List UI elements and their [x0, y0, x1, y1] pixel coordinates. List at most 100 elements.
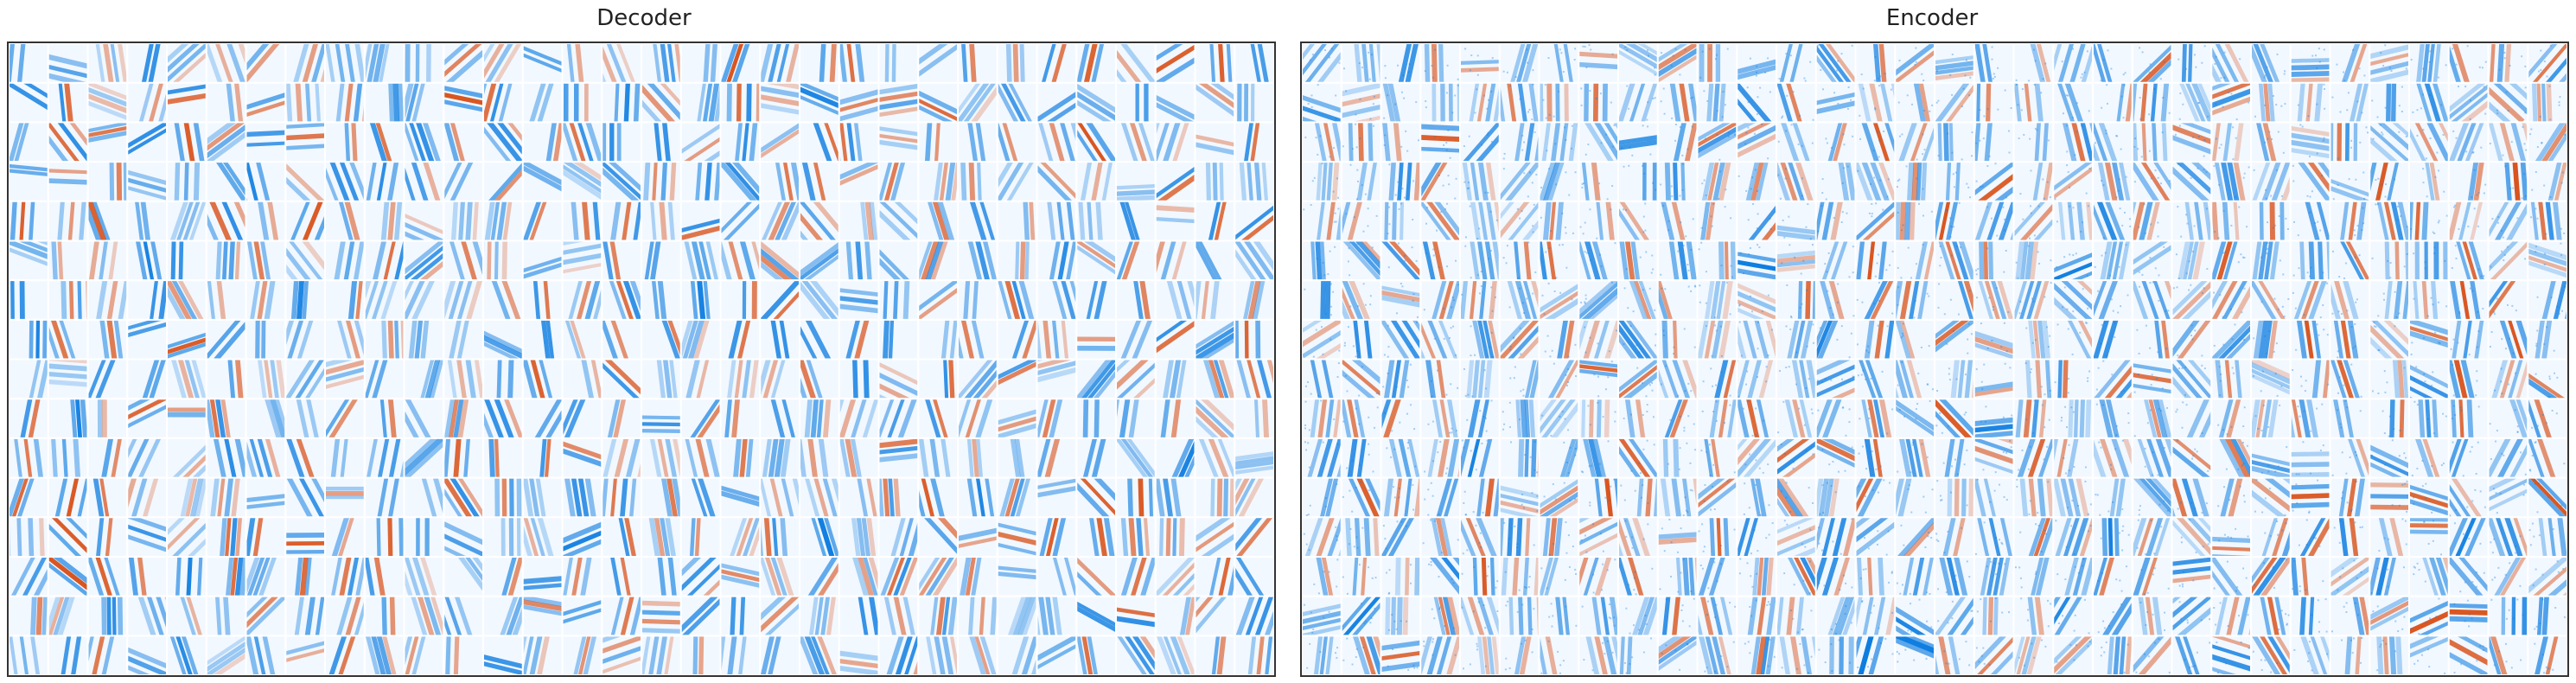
filter-tile: [1077, 518, 1115, 556]
filter-tile: [761, 518, 799, 556]
filter-tile: [2331, 83, 2369, 122]
filter-tile: [800, 636, 838, 674]
filter-tile: [1235, 123, 1273, 162]
filter-tile: [1117, 636, 1155, 674]
filter-tile: [1037, 241, 1076, 280]
filter-tile: [2291, 163, 2330, 201]
filter-tile: [444, 636, 482, 674]
filter-tile: [839, 281, 878, 319]
filter-tile: [1738, 320, 1776, 359]
filter-tile: [721, 241, 760, 280]
filter-tile: [2094, 201, 2132, 240]
filter-tile: [919, 518, 957, 556]
filter-tile: [1381, 636, 1420, 674]
filter-tile: [2331, 320, 2369, 359]
filter-tile: [839, 320, 878, 359]
filter-tile: [1381, 360, 1420, 399]
filter-tile: [642, 597, 680, 635]
filter-tile: [1381, 320, 1420, 359]
filter-tile: [326, 44, 364, 82]
filter-tile: [1421, 478, 1459, 517]
filter-tile: [1500, 241, 1539, 280]
filter-tile: [1540, 241, 1578, 280]
filter-tile: [48, 399, 87, 437]
filter-tile: [1303, 320, 1341, 359]
filter-tile: [642, 438, 680, 477]
filter-tile: [1579, 281, 1617, 319]
filter-tile: [1037, 83, 1076, 122]
filter-tile: [603, 241, 641, 280]
filter-tile: [484, 163, 522, 201]
filter-tile: [1619, 518, 1657, 556]
filter-tile: [1658, 163, 1697, 201]
filter-tile: [1698, 320, 1737, 359]
filter-tile: [1303, 518, 1341, 556]
filter-tile: [1342, 44, 1380, 82]
filter-tile: [523, 320, 562, 359]
filter-tile: [1619, 636, 1657, 674]
filter-tile: [2489, 83, 2528, 122]
filter-tile: [405, 636, 443, 674]
filter-tile: [405, 201, 443, 240]
filter-tile: [2252, 399, 2290, 437]
filter-tile: [1619, 320, 1657, 359]
filter-tile: [1619, 399, 1657, 437]
filter-tile: [1461, 123, 1499, 162]
filter-tile: [1461, 320, 1499, 359]
filter-tile: [919, 163, 957, 201]
filter-tile: [1037, 557, 1076, 596]
filter-tile: [1935, 201, 1973, 240]
filter-tile: [2014, 636, 2053, 674]
filter-tile: [1196, 636, 1234, 674]
filter-tile: [1777, 557, 1815, 596]
filter-tile: [2054, 320, 2092, 359]
filter-tile: [2014, 438, 2053, 477]
filter-tile: [1816, 241, 1855, 280]
filter-tile: [879, 83, 918, 122]
filter-tile: [1856, 399, 1895, 437]
filter-tile: [959, 44, 997, 82]
filter-tile: [1974, 163, 2013, 201]
filter-tile: [246, 360, 285, 399]
filter-tile: [1856, 83, 1895, 122]
filter-tile: [642, 123, 680, 162]
filter-tile: [919, 123, 957, 162]
filter-tile: [1579, 123, 1617, 162]
filter-tile: [2094, 557, 2132, 596]
filter-tile: [1777, 281, 1815, 319]
filter-tile: [523, 636, 562, 674]
filter-tile: [2014, 360, 2053, 399]
filter-tile: [2528, 518, 2566, 556]
filter-tile: [2370, 636, 2408, 674]
filter-tile: [1077, 597, 1115, 635]
filter-tile: [1738, 438, 1776, 477]
filter-tile: [246, 557, 285, 596]
filter-tile: [207, 399, 245, 437]
filter-tile: [523, 399, 562, 437]
filter-tile: [168, 360, 206, 399]
filter-tile: [2172, 83, 2211, 122]
filter-tile: [1196, 478, 1234, 517]
filter-tile: [444, 557, 482, 596]
filter-tile: [1738, 83, 1776, 122]
filter-tile: [1156, 478, 1195, 517]
filter-tile: [1342, 320, 1380, 359]
filter-tile: [286, 281, 324, 319]
filter-tile: [523, 281, 562, 319]
filter-tile: [998, 320, 1036, 359]
filter-tile: [365, 281, 404, 319]
filter-tile: [48, 163, 87, 201]
filter-tile: [1342, 438, 1380, 477]
filter-tile: [1196, 201, 1234, 240]
filter-tile: [286, 518, 324, 556]
filter-tile: [2291, 557, 2330, 596]
filter-tile: [10, 557, 48, 596]
filter-tile: [484, 44, 522, 82]
filter-tile: [2370, 557, 2408, 596]
filter-tile: [168, 241, 206, 280]
filter-tile: [761, 44, 799, 82]
filter-tile: [128, 44, 166, 82]
filter-tile: [326, 241, 364, 280]
filter-tile: [1816, 557, 1855, 596]
filter-tile: [919, 83, 957, 122]
